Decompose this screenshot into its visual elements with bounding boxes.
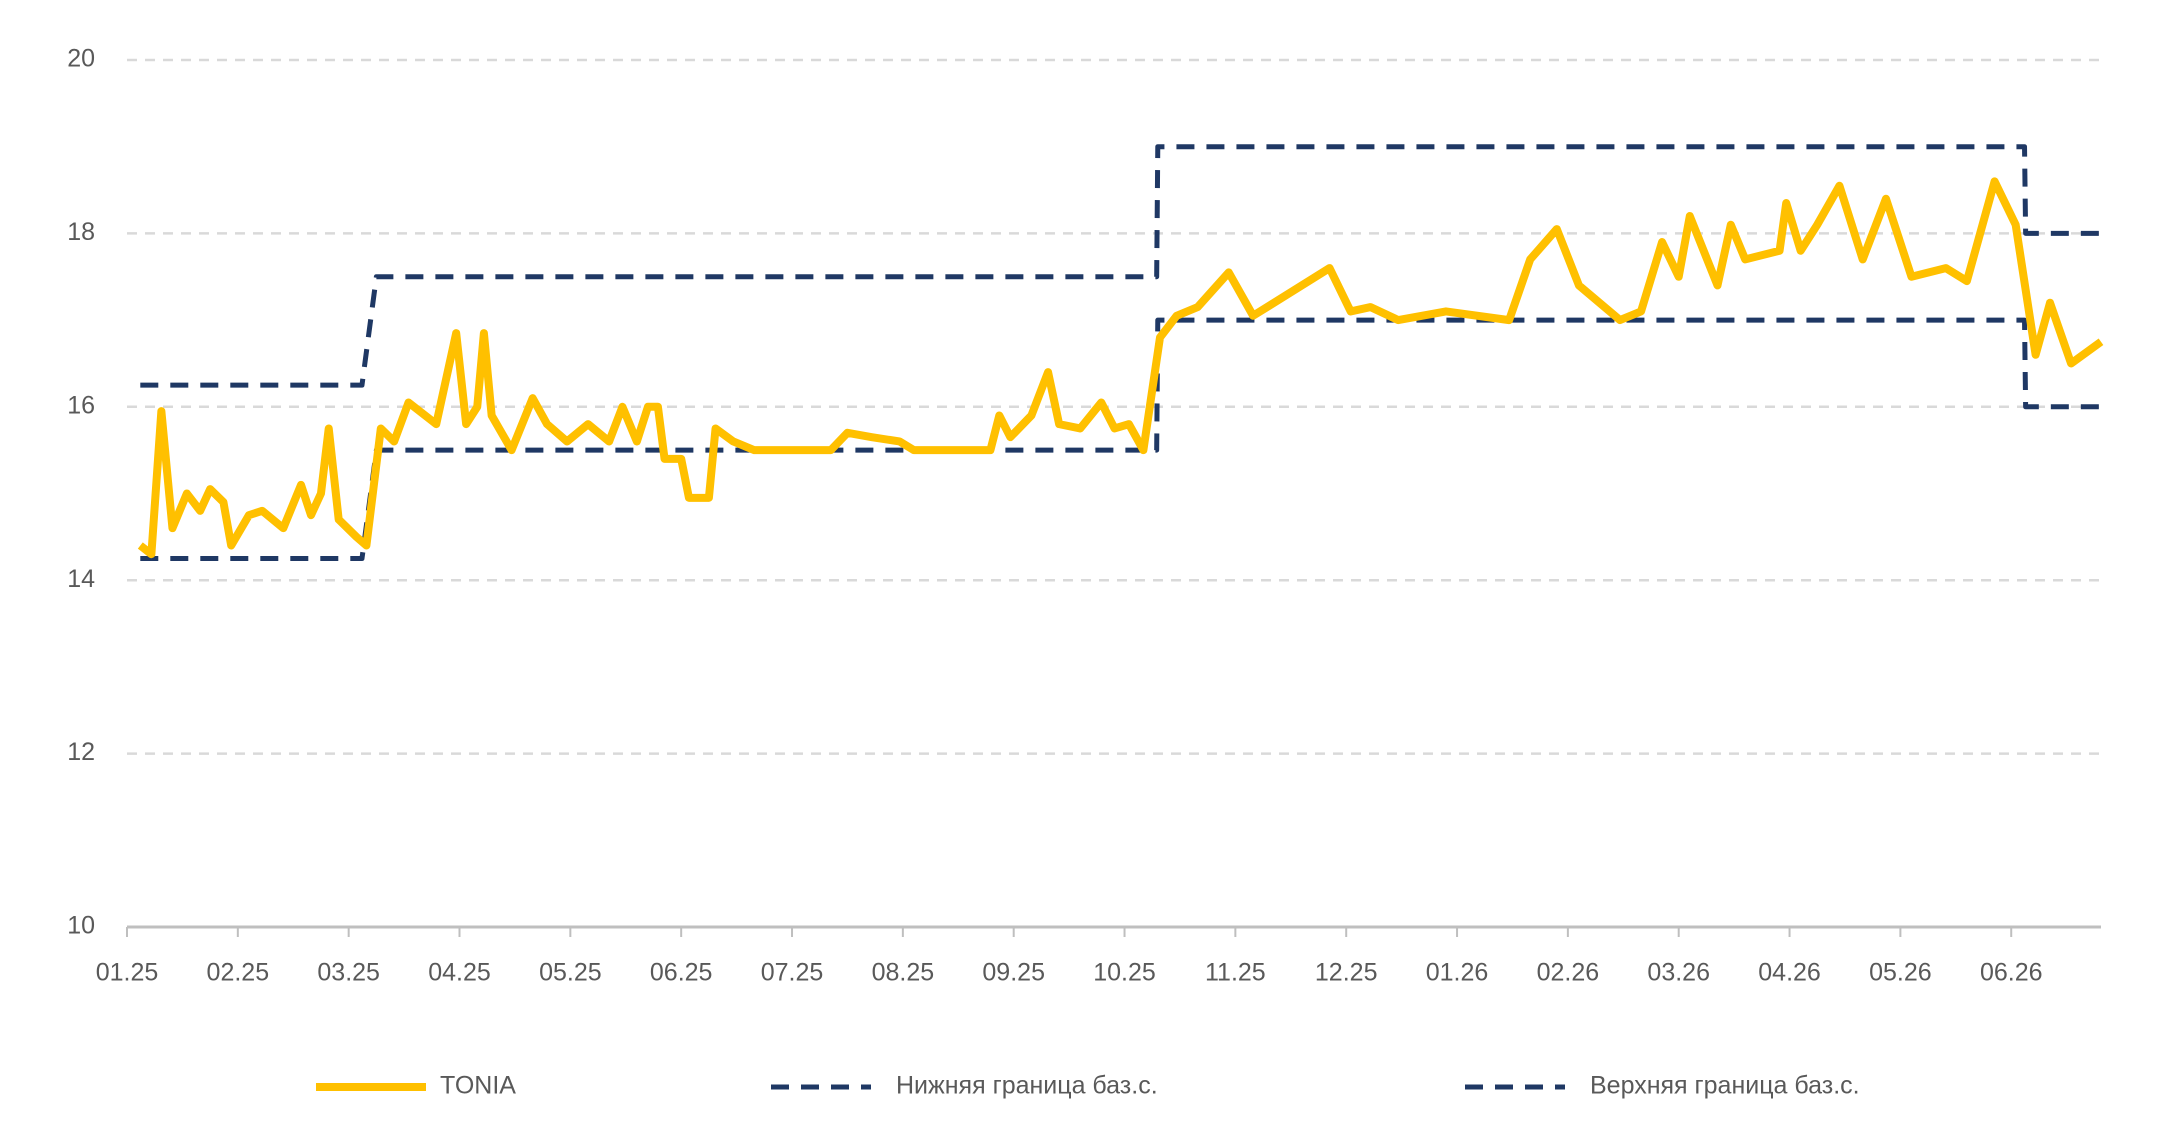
x-tick-label: 08.25: [872, 959, 935, 987]
x-tick-label: 04.25: [428, 959, 491, 987]
series-line: [140, 144, 2101, 388]
y-tick-label: 14: [67, 565, 95, 593]
x-tick-label: 10.25: [1093, 959, 1156, 987]
x-tick-label: 02.25: [207, 959, 270, 987]
x-tick-label: 06.25: [650, 959, 713, 987]
y-tick-label: 12: [67, 738, 95, 766]
legend-label: Верхняя граница баз.с.: [1590, 1072, 1860, 1100]
x-tick-label: 01.26: [1426, 959, 1489, 987]
x-tick-label: 05.25: [539, 959, 602, 987]
x-tick-label: 03.25: [317, 959, 380, 987]
legend-label: TONIA: [440, 1072, 516, 1100]
y-tick-label: 18: [67, 218, 95, 246]
x-tick-label: 07.25: [761, 959, 824, 987]
y-tick-label: 20: [67, 45, 95, 73]
series-line: [140, 317, 2101, 562]
x-tick-label: 06.26: [1980, 959, 2043, 987]
x-tick-label: 01.25: [96, 959, 159, 987]
x-tick-label: 03.26: [1647, 959, 1710, 987]
legend-label: Нижняя граница баз.с.: [896, 1072, 1158, 1100]
x-tick-label: 12.25: [1315, 959, 1378, 987]
y-tick-label: 16: [67, 391, 95, 419]
y-tick-label: 10: [67, 912, 95, 940]
series-line: [137, 177, 2104, 559]
x-tick-label: 05.26: [1869, 959, 1932, 987]
x-tick-label: 02.26: [1537, 959, 1600, 987]
x-tick-label: 09.25: [982, 959, 1045, 987]
x-tick-label: 11.25: [1205, 959, 1266, 987]
x-tick-label: 04.26: [1758, 959, 1821, 987]
